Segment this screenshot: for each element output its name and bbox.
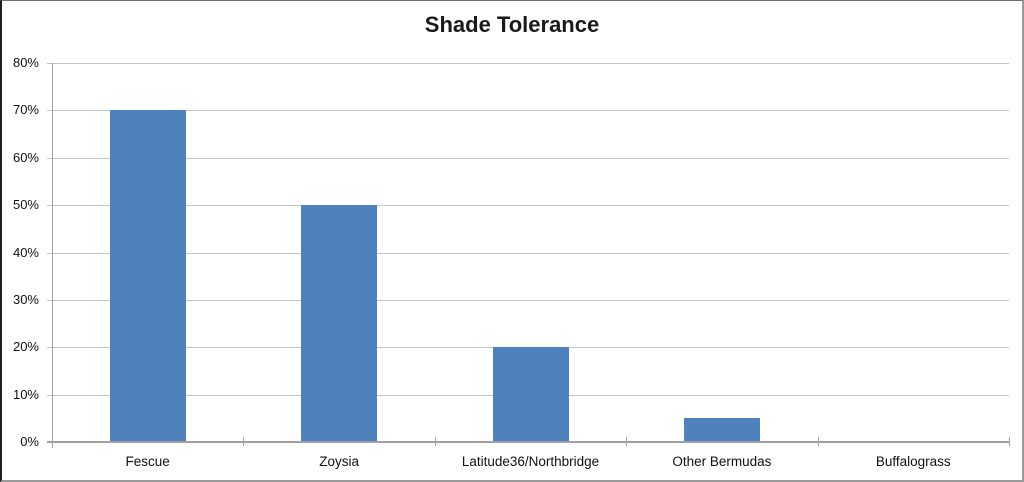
x-axis-line	[47, 441, 1009, 443]
x-axis-label-latitude36-northbridge: Latitude36/Northbridge	[461, 454, 600, 469]
bar-zoysia	[301, 205, 378, 441]
y-axis-label-80%: 80%	[12, 55, 39, 70]
gridline-50%	[47, 205, 1009, 207]
x-axis-tick	[817, 437, 819, 446]
y-axis-label-20%: 20%	[12, 339, 39, 355]
bar-other-bermudas	[683, 418, 760, 441]
y-axis-label-60%: 60%	[12, 149, 39, 165]
bar-latitude36-northbridge	[492, 347, 569, 441]
y-axis-label-50%: 50%	[12, 197, 39, 213]
y-axis-label-10%: 10%	[12, 386, 39, 402]
x-axis-tick	[434, 437, 436, 446]
y-axis-line	[52, 63, 53, 448]
y-axis-label-40%: 40%	[12, 244, 39, 260]
gridline-70%	[47, 110, 1009, 112]
x-axis-label-fescue: Fescue	[125, 454, 170, 469]
y-axis-label-30%: 30%	[12, 291, 39, 307]
gridline-40%	[47, 252, 1009, 254]
y-axis-label-70%: 70%	[12, 102, 39, 118]
bar-fescue	[109, 110, 186, 441]
x-axis-label-zoysia: Zoysia	[319, 454, 359, 469]
x-axis-tick	[243, 437, 245, 446]
x-axis-label-buffalograss: Buffalograss	[875, 454, 951, 469]
x-axis-tick	[626, 437, 628, 446]
y-axis-label-0%: 0%	[20, 434, 39, 449]
chart-title: Shade Tolerance	[424, 12, 600, 37]
gridline-60%	[47, 157, 1009, 159]
gridline-30%	[47, 299, 1009, 301]
x-axis-label-other-bermudas: Other Bermudas	[672, 454, 772, 469]
gridline-80%	[47, 63, 1009, 64]
x-axis-tick	[1009, 437, 1010, 446]
